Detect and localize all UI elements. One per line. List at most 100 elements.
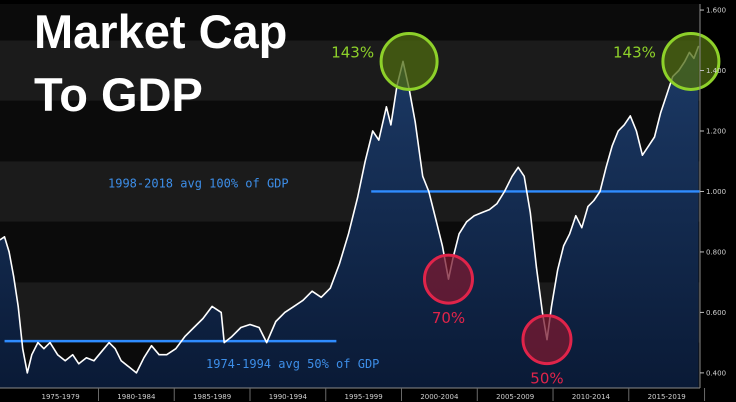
data-point <box>535 266 538 268</box>
data-point <box>473 215 475 217</box>
x-tick-label: 1990-1994 <box>269 393 308 401</box>
background-band <box>0 4 700 41</box>
data-point <box>258 326 260 329</box>
data-point <box>158 354 160 356</box>
data-point <box>523 175 525 177</box>
x-tick-label: 1975-1979 <box>42 393 80 401</box>
data-point <box>85 357 87 359</box>
data-point <box>623 124 625 126</box>
data-point <box>372 130 374 132</box>
avg-label-1: 1998-2018 avg 100% of GDP <box>108 176 289 190</box>
data-point <box>390 124 392 126</box>
data-point <box>458 233 460 235</box>
data-point <box>563 245 565 247</box>
data-point <box>135 372 137 374</box>
data-point <box>108 342 110 344</box>
data-point <box>575 215 577 217</box>
data-point <box>581 227 583 229</box>
data-point <box>202 317 204 320</box>
data-point <box>166 354 168 356</box>
data-point <box>629 115 631 117</box>
data-point <box>617 130 619 132</box>
data-point <box>13 275 15 277</box>
avg-label-2: 1974-1994 avg 50% of GDP <box>206 357 379 371</box>
axes: 0.400 0.600 0.800 1.000 1.200 1.400 1.600 1975-… <box>0 4 726 401</box>
data-point <box>72 354 74 356</box>
data-point <box>311 290 313 292</box>
high-marker-circle-1 <box>379 31 439 91</box>
data-point <box>422 175 424 177</box>
data-point <box>653 136 656 138</box>
data-point <box>143 357 145 359</box>
data-point <box>17 305 19 307</box>
data-point <box>275 320 277 323</box>
data-point <box>193 326 195 329</box>
data-point <box>266 342 268 344</box>
data-point <box>211 305 213 307</box>
data-point <box>529 212 531 214</box>
data-point <box>481 212 483 214</box>
data-point <box>517 166 519 168</box>
data-point <box>64 360 66 362</box>
area-fill-layer <box>0 46 699 389</box>
data-point <box>587 206 589 208</box>
chart-title: Market Cap To GDP <box>34 5 287 121</box>
data-point <box>114 348 116 350</box>
data-point <box>231 336 233 338</box>
x-tick-label: 1980-1984 <box>117 393 156 401</box>
data-point <box>43 348 45 350</box>
low-marker-circle-3 <box>521 314 573 366</box>
data-point <box>0 239 1 241</box>
y-tick-label: 1.200 <box>706 127 726 135</box>
data-point <box>37 342 39 344</box>
data-point <box>240 326 242 329</box>
series-area-fill <box>0 46 699 389</box>
data-point <box>635 130 638 132</box>
data-point <box>8 251 10 253</box>
x-tick-label: 2000-2004 <box>420 393 459 401</box>
data-point <box>488 209 490 211</box>
data-point <box>320 296 322 298</box>
data-point <box>78 363 80 365</box>
series-line <box>0 46 700 374</box>
x-tick-label: 1995-1999 <box>345 393 383 401</box>
data-point <box>22 348 24 350</box>
data-point <box>378 139 380 141</box>
x-tick-label: 2005-2009 <box>496 393 534 401</box>
data-point <box>184 336 186 338</box>
background-band <box>0 100 700 162</box>
data-point <box>26 372 28 374</box>
data-point <box>660 112 662 114</box>
data-point <box>150 345 153 347</box>
data-point <box>249 323 251 326</box>
data-point <box>599 190 601 193</box>
data-point <box>175 348 177 350</box>
data-point <box>338 263 340 265</box>
title-line-1: Market Cap <box>34 5 287 58</box>
data-point <box>120 360 122 362</box>
data-point <box>100 351 103 353</box>
data-point <box>128 366 130 368</box>
data-point <box>593 199 595 202</box>
y-tick-label: 0.400 <box>706 369 726 377</box>
x-tick-label: 1985-1989 <box>193 393 231 401</box>
data-point <box>641 154 644 156</box>
data-point <box>347 233 350 235</box>
data-point <box>503 190 506 193</box>
data-point <box>550 305 553 307</box>
data-point <box>435 221 437 223</box>
reference-lines: 1998-2018 avg 100% of GDP 1974-1994 avg 5… <box>4 176 700 371</box>
data-point <box>605 166 607 168</box>
x-tick-label: 2015-2019 <box>648 393 686 401</box>
data-point <box>284 311 286 313</box>
high-label-4: 143% <box>613 43 656 61</box>
data-point <box>3 236 6 238</box>
annotations: 143% 70% 50% 143% <box>331 31 721 388</box>
data-point <box>541 311 544 313</box>
high-marker-circle-4 <box>661 31 721 91</box>
data-point <box>611 145 613 147</box>
data-point <box>329 287 331 289</box>
data-point <box>293 305 295 307</box>
